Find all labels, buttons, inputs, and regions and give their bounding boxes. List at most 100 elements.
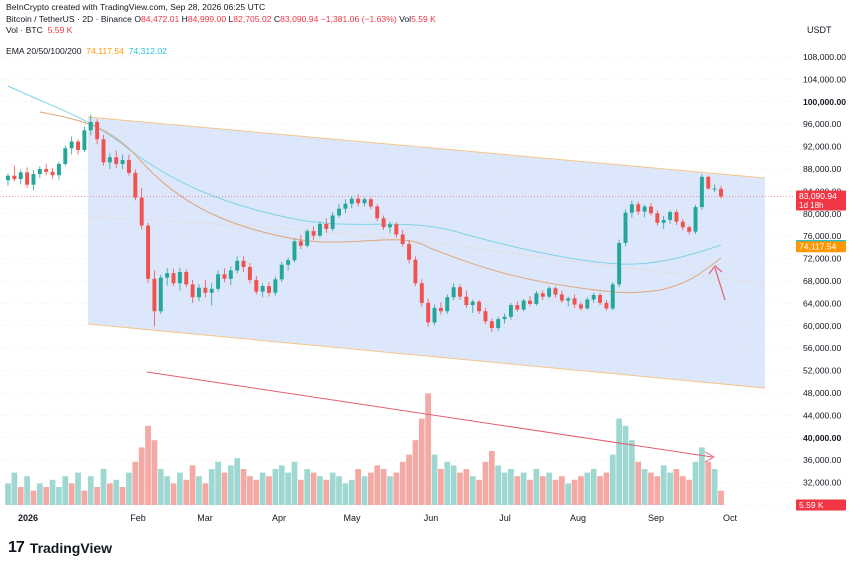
candle-body	[171, 273, 176, 284]
ema-value-1: 74,117.54	[86, 46, 124, 56]
symbol-label[interactable]: Bitcoin / TetherUS · 2D · Binance	[6, 14, 132, 24]
candle-body	[693, 207, 698, 232]
y-tick-label: 56,000.00	[803, 343, 841, 353]
x-tick-label: Apr	[272, 513, 286, 523]
channel-fill	[88, 117, 765, 388]
candle-body	[343, 203, 348, 209]
candle-body	[56, 163, 61, 176]
y-tick-label: 36,000.00	[803, 455, 841, 465]
volume-bar	[406, 454, 412, 505]
candle-body	[190, 284, 195, 298]
volume-bar	[329, 472, 336, 505]
x-tick-label: May	[343, 513, 361, 523]
price-tag-value: 83,090.94	[799, 191, 837, 201]
price-axis: USDT 108,000.00 104,000.00 100,000.00 96,00…	[803, 25, 846, 510]
tradingview-brand[interactable]: 17 TradingView	[8, 538, 112, 558]
volume-bar	[508, 469, 514, 505]
y-tick-label: 104,000.00	[803, 74, 846, 84]
candle-body	[241, 260, 246, 267]
volume-bar	[11, 472, 18, 505]
y-tick-label: 108,000.00	[803, 52, 846, 62]
candle-body	[375, 206, 380, 219]
volume-bar	[106, 483, 113, 505]
y-tick-label: 64,000.00	[803, 298, 841, 308]
volume-bar	[208, 469, 215, 505]
volume-bar	[578, 476, 584, 505]
candles	[6, 114, 723, 332]
volume-bar	[266, 476, 272, 505]
volume-bar	[348, 479, 355, 505]
volume-bar	[546, 472, 552, 505]
volume-bar	[355, 469, 361, 505]
candle-body	[267, 286, 271, 293]
candle-body	[126, 160, 131, 173]
candle-body	[496, 319, 501, 329]
ema-long-line	[87, 216, 766, 284]
volume-bar	[272, 469, 279, 505]
volume-bar	[227, 465, 234, 505]
candle-body	[470, 301, 475, 306]
candle-body	[585, 299, 590, 309]
candle-body	[394, 224, 399, 235]
volume-bar	[616, 418, 623, 505]
price-tag	[796, 190, 846, 211]
volume-legend[interactable]: Vol · BTC 5.59 K	[6, 25, 72, 35]
volume-bar	[94, 487, 100, 505]
candle-body	[629, 204, 634, 213]
candle-body	[674, 212, 679, 222]
x-tick-label: Jun	[424, 513, 439, 523]
candle-body	[668, 212, 673, 220]
candle-body	[413, 259, 418, 284]
volume-bar	[189, 465, 196, 505]
volume-bar	[151, 440, 158, 505]
volume-bar	[132, 461, 139, 505]
volume-bar	[259, 472, 266, 505]
candle-body	[483, 311, 488, 322]
vol-btc-label: Vol · BTC	[6, 25, 43, 35]
volume-bar	[457, 472, 463, 505]
ohlc-legend: Bitcoin / TetherUS · 2D · Binance O84,47…	[6, 14, 436, 24]
candle-body	[216, 274, 221, 289]
descending-channel[interactable]	[87, 116, 766, 389]
volume-bar	[374, 465, 381, 505]
candle-body	[44, 169, 49, 172]
volume-bar	[75, 472, 81, 505]
candle-body	[598, 295, 603, 303]
candle-body	[534, 293, 539, 304]
volume-bar	[654, 476, 661, 505]
volume-bar	[202, 483, 209, 505]
volume-bar	[495, 465, 502, 505]
candle-body	[426, 302, 431, 323]
x-tick-label: 2026	[18, 513, 38, 523]
ema-legend[interactable]: EMA 20/50/100/200 74,117.54 74,312.02	[6, 46, 167, 56]
volume-bar	[5, 483, 11, 505]
volume-bar	[597, 476, 603, 505]
volume-bar	[622, 425, 629, 505]
volume-bar	[87, 476, 94, 505]
y-tick-label: 100,000.00	[803, 97, 846, 107]
volume-bar	[81, 490, 88, 505]
candle-body	[311, 231, 316, 236]
candle-body	[114, 157, 119, 164]
candle-body	[107, 157, 112, 163]
low-label: L	[228, 14, 234, 24]
volume-bar	[463, 469, 470, 505]
volume-bar	[571, 479, 578, 505]
volume-bar	[399, 461, 406, 505]
volume-bar	[412, 440, 419, 505]
volume-bar	[183, 479, 190, 505]
price-tag-value: 5.59 K	[799, 500, 824, 510]
candle-body	[235, 260, 240, 271]
volume-bar	[629, 440, 635, 505]
volume-bar	[310, 472, 317, 505]
x-tick-label: Feb	[130, 513, 146, 523]
candle-body	[279, 264, 284, 280]
volume-bar	[425, 393, 432, 505]
volume-bar	[317, 476, 323, 505]
volume-bar	[234, 458, 241, 505]
x-tick-label: Mar	[197, 513, 213, 523]
candle-body	[158, 277, 163, 312]
candle-body	[120, 160, 125, 164]
candle-body	[719, 188, 723, 197]
